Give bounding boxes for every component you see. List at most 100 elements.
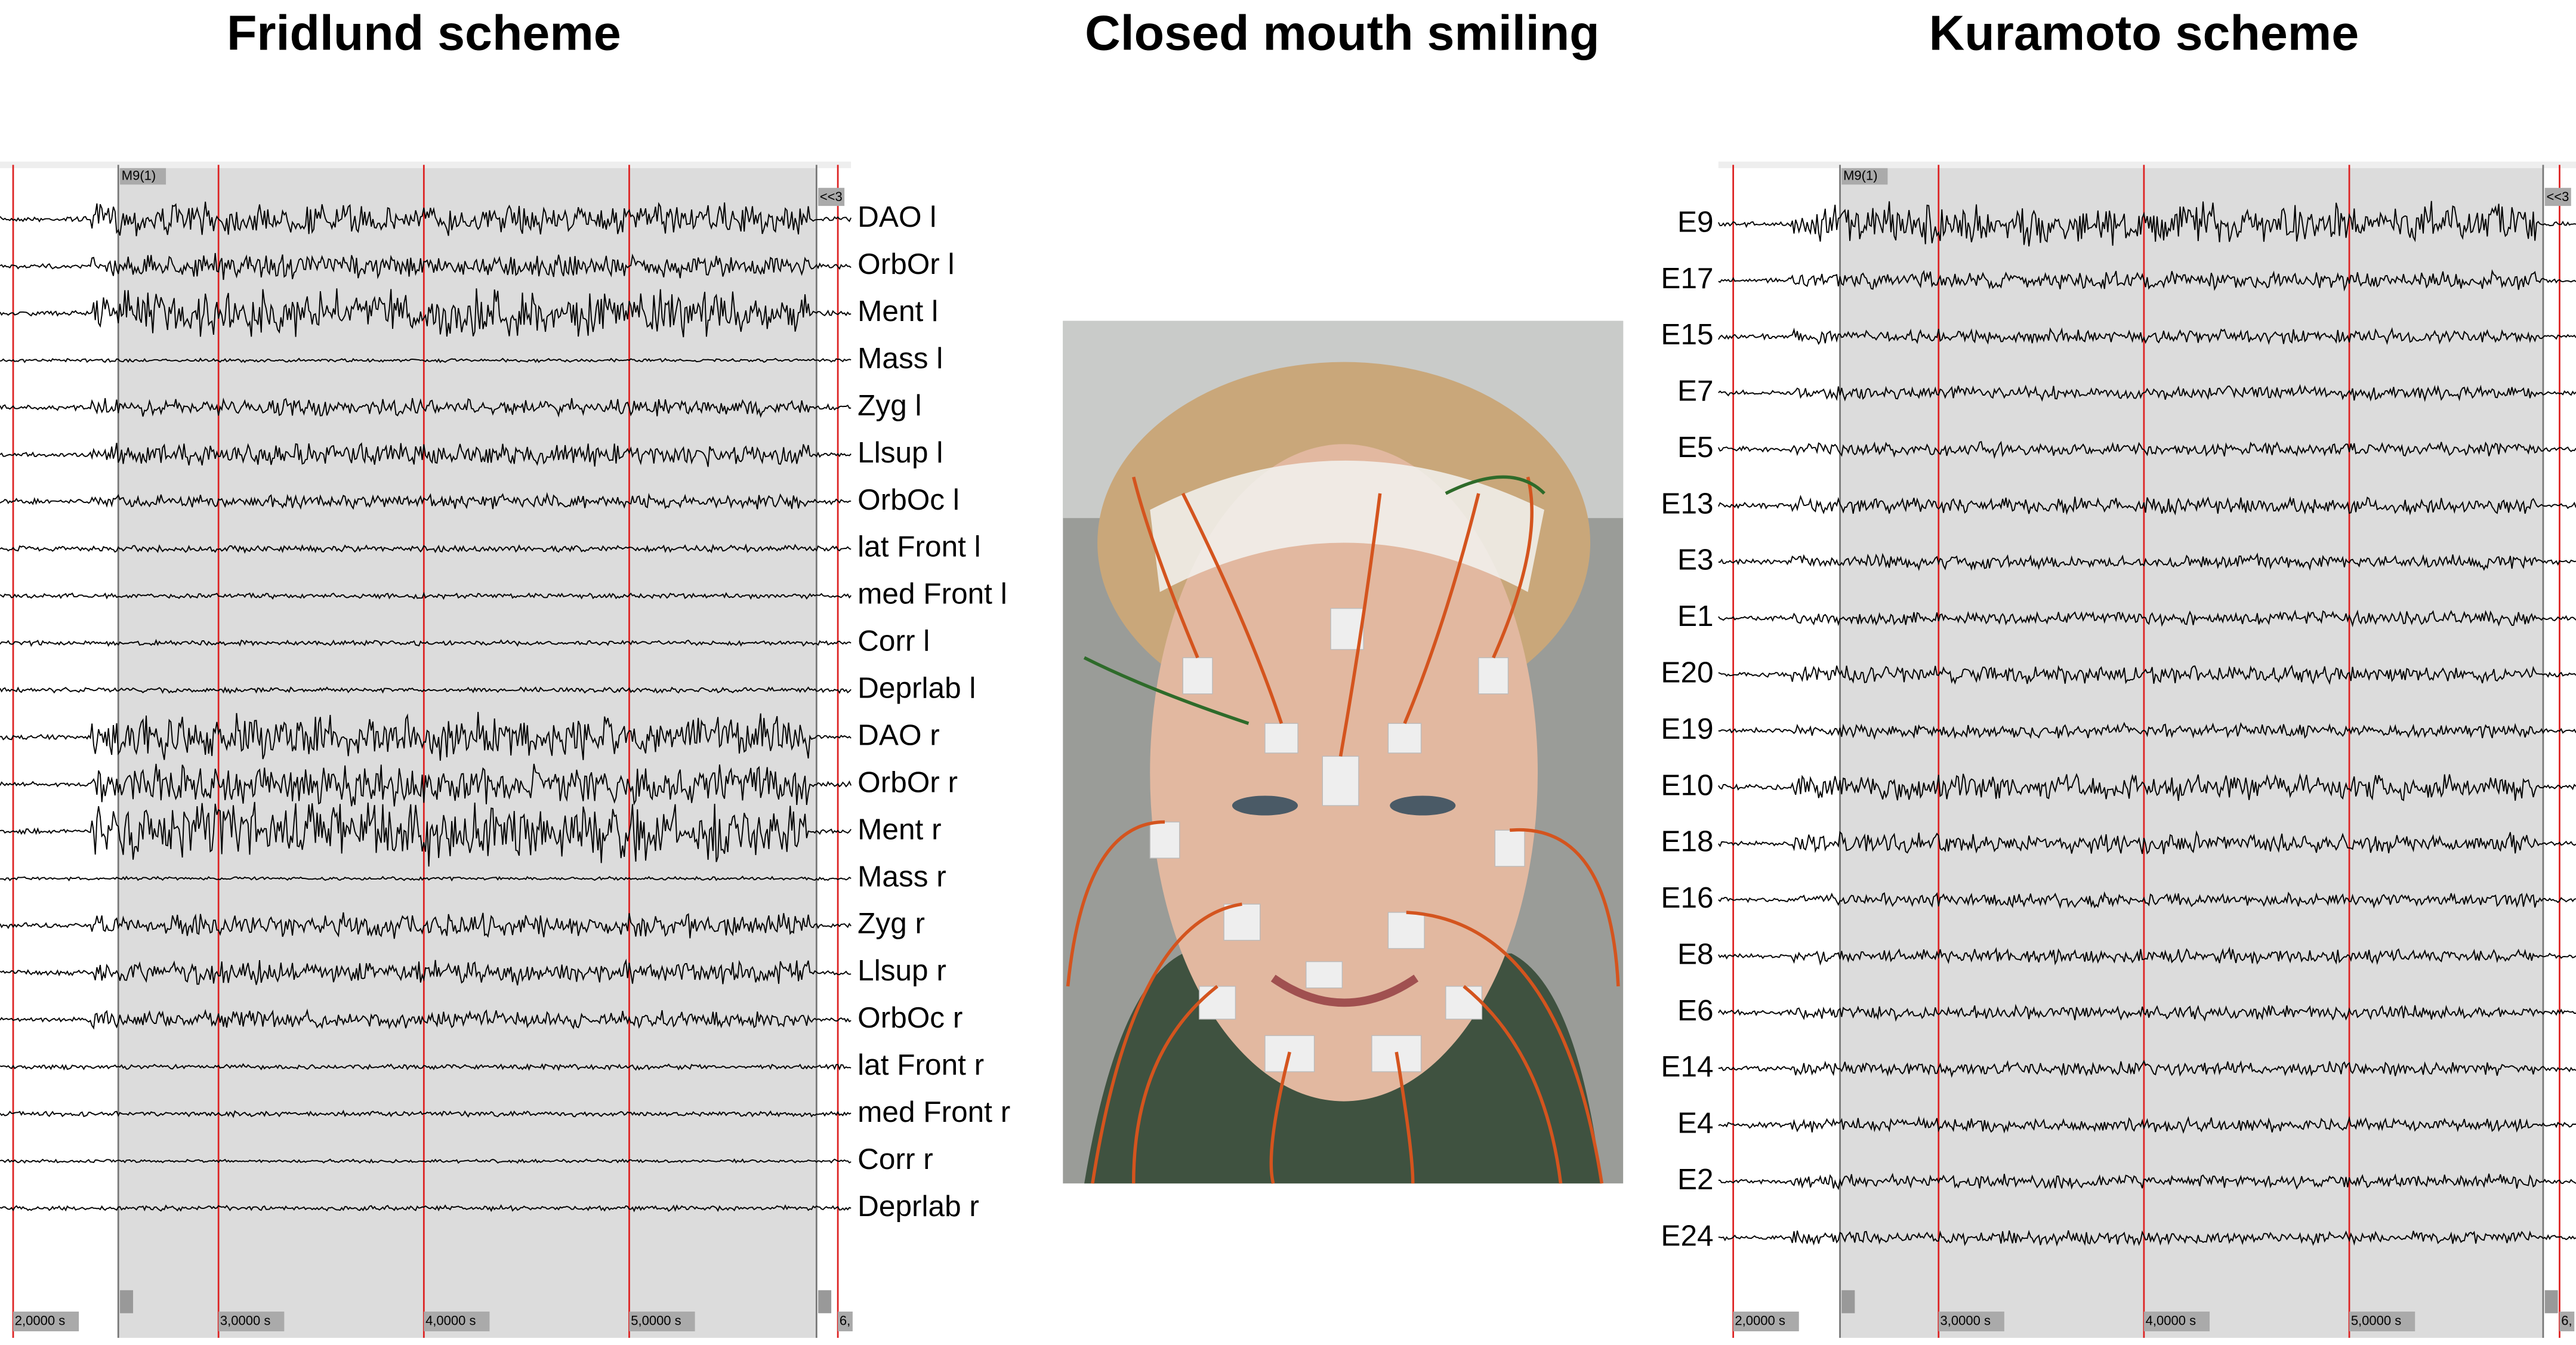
signal-trace <box>0 591 852 600</box>
signal-trace <box>1718 946 2576 966</box>
time-label: 5,0000 s <box>2351 1313 2401 1328</box>
title: Kuramoto scheme <box>1929 5 2359 61</box>
signal-trace <box>0 1008 852 1030</box>
time-label: 3,0000 s <box>220 1313 270 1328</box>
time-box <box>13 1311 79 1332</box>
time-label: 4,0000 s <box>425 1313 476 1328</box>
channel-label: E17 <box>1661 261 1713 295</box>
signal-trace <box>0 875 852 882</box>
signal-trace <box>1718 327 2576 345</box>
selection <box>1840 165 2543 1338</box>
channel-label: Mass r <box>857 859 946 893</box>
signal-trace <box>1718 664 2576 685</box>
time-box <box>2349 1311 2415 1332</box>
signal-trace <box>1718 830 2576 854</box>
time-label: 6, <box>840 1313 850 1328</box>
top-strip <box>1718 161 2576 168</box>
channel-label: Zyg r <box>857 906 925 940</box>
signal-trace <box>1717 440 2576 459</box>
nav-label: <<3 <box>820 189 843 204</box>
time-label: 2,0000 s <box>15 1313 65 1328</box>
channel-label: Corr l <box>857 624 930 658</box>
time-box <box>629 1311 695 1332</box>
channel-label: E20 <box>1661 656 1713 689</box>
channel-label: OrbOc r <box>857 1001 962 1034</box>
channel-label: lat Front l <box>857 530 981 563</box>
signal-trace <box>0 1204 852 1213</box>
nav-label: <<3 <box>2546 189 2569 204</box>
channel-label: E13 <box>1661 486 1713 520</box>
channel-label: Corr r <box>857 1142 933 1176</box>
channel-label: E19 <box>1661 712 1713 745</box>
signal-trace <box>1718 891 2576 909</box>
signal-trace <box>0 763 852 807</box>
channel-label: E2 <box>1677 1162 1714 1196</box>
channel-label: E18 <box>1661 825 1713 858</box>
marker-box <box>119 168 166 185</box>
signal-trace <box>1718 269 2576 292</box>
channel-label: OrbOr r <box>857 765 958 798</box>
signal-trace <box>1718 1004 2576 1022</box>
time-label: 2,0000 s <box>1735 1313 1785 1328</box>
handle <box>119 1290 134 1313</box>
channel-label: E1 <box>1677 599 1714 633</box>
time-box <box>2143 1311 2210 1332</box>
channel-label: E14 <box>1661 1050 1713 1083</box>
channel-label: E5 <box>1677 430 1714 464</box>
channel-label: OrbOc l <box>857 483 960 516</box>
signal-trace <box>0 638 852 647</box>
time-label: 3,0000 s <box>1941 1313 1991 1328</box>
time-box <box>1938 1311 2004 1332</box>
signal-trace <box>0 288 852 338</box>
channel-label: DAO l <box>857 200 936 233</box>
photo <box>1063 320 1624 1184</box>
time-label: 4,0000 s <box>2146 1313 2196 1328</box>
eeg-panel: M9(1) <<3 2,0000 s 3,0000 s 4,0000 s 5,0000 s… <box>1661 161 2576 1338</box>
signal-trace <box>0 492 852 510</box>
time-label: 6, <box>2561 1313 2572 1328</box>
signal-trace <box>0 397 852 418</box>
time-box <box>218 1311 285 1332</box>
signal-trace <box>0 801 852 867</box>
channel-label: E3 <box>1677 543 1714 576</box>
channel-label: E10 <box>1661 768 1713 801</box>
time-box <box>1733 1311 1799 1332</box>
signal-trace <box>1717 495 2576 516</box>
handle <box>2544 1290 2558 1313</box>
channel-label: Ment r <box>857 812 941 846</box>
channel-label: DAO r <box>857 718 940 751</box>
signal-trace <box>0 357 852 363</box>
signal-trace <box>1718 609 2576 628</box>
time-box <box>2559 1311 2575 1332</box>
signal-trace <box>1718 384 2576 402</box>
marker-box <box>1841 168 1888 185</box>
time-label: 5,0000 s <box>631 1313 681 1328</box>
signal-trace <box>0 958 852 986</box>
time-box <box>424 1311 490 1332</box>
signal-trace <box>0 912 852 939</box>
title: Closed mouth smiling <box>1085 5 1600 61</box>
signal-trace <box>0 712 852 761</box>
signal-trace <box>0 1063 852 1072</box>
channel-label: Mass l <box>857 341 943 375</box>
channel-label: OrbOr l <box>857 247 954 280</box>
channel-label: Llsup l <box>857 436 943 469</box>
channel-label: Ment l <box>857 294 938 328</box>
channel-label: E4 <box>1677 1106 1714 1140</box>
selection <box>118 165 817 1338</box>
signal-trace <box>1718 721 2576 741</box>
signal-trace <box>1718 1060 2576 1078</box>
channel-label: E16 <box>1661 881 1713 914</box>
channel-label: E7 <box>1677 374 1714 408</box>
nav-box <box>818 187 845 206</box>
handle <box>1841 1290 1855 1313</box>
time-box <box>838 1311 853 1332</box>
top-strip <box>0 161 852 168</box>
signal-trace <box>0 201 852 236</box>
marker-label: M9(1) <box>1843 168 1878 183</box>
channel-label: Deprlab r <box>857 1189 979 1223</box>
channel-label: E8 <box>1677 937 1714 970</box>
signal-trace <box>1718 1230 2576 1247</box>
